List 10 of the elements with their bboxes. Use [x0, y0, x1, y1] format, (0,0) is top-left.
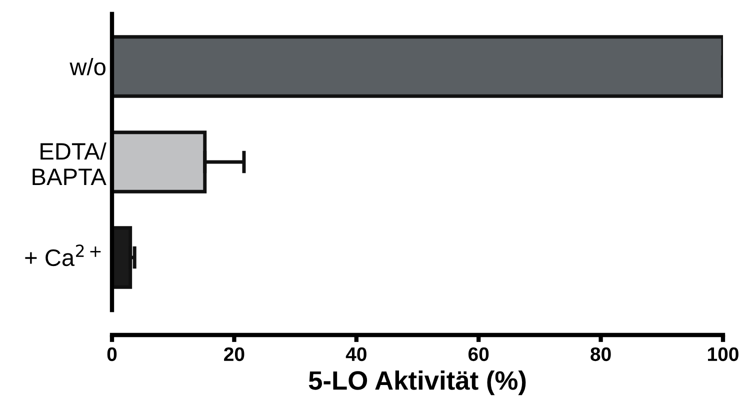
x-tick-label: 0: [107, 347, 117, 362]
x-axis-title: 5-LO Aktivität (%): [308, 370, 526, 396]
y-tick-label: EDTA/ BAPTA: [32, 142, 106, 185]
x-tick-label: 100: [708, 347, 738, 362]
x-tick-label: 80: [590, 347, 611, 362]
x-tick-label: 60: [468, 347, 489, 362]
y-tick-label: + Ca$^{2+}$: [25, 244, 101, 266]
x-tick-label: 40: [346, 347, 366, 362]
y-tick-label: w/o: [70, 58, 106, 76]
x-tick-label: 20: [224, 347, 244, 362]
